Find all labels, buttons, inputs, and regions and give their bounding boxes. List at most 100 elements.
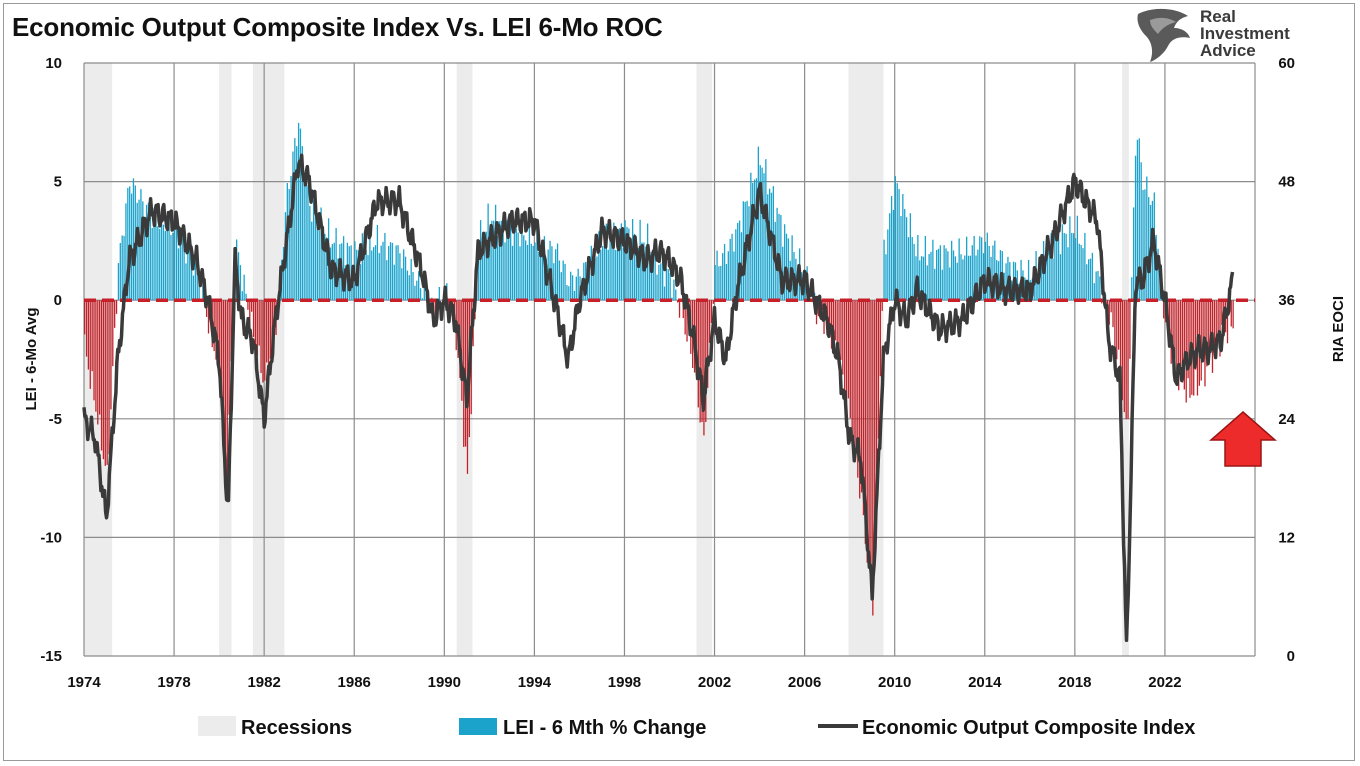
lei-bar: [363, 249, 365, 301]
lei-bar: [905, 217, 908, 301]
lei-bar: [371, 250, 373, 301]
lei-bar: [1110, 300, 1112, 313]
lei-bar: [414, 285, 416, 301]
lei-bar: [525, 240, 527, 301]
lei-bar: [479, 220, 482, 301]
lei-bar: [710, 300, 713, 323]
lei-bar: [881, 300, 883, 311]
eoci-line: [82, 153, 1235, 643]
lei-bar: [907, 237, 910, 301]
lei-bar: [1170, 300, 1172, 364]
lei-bar: [536, 227, 538, 301]
lei-bar: [729, 238, 731, 301]
lei-bar: [641, 242, 643, 301]
lei-bar: [695, 300, 698, 376]
lei-bar: [1059, 254, 1062, 301]
lei-bar: [892, 209, 895, 301]
lei-bar: [384, 233, 386, 301]
lei-bar: [361, 233, 364, 301]
lei-bar: [237, 252, 240, 301]
lei-bar: [571, 275, 574, 301]
lei-bar: [1232, 300, 1234, 329]
lei-bar: [701, 300, 703, 422]
y-right-tick-label: 0: [1287, 648, 1295, 665]
lei-bar: [187, 244, 189, 301]
lei-bar: [616, 229, 619, 301]
lei-bar: [733, 251, 735, 301]
lei-bar: [631, 219, 634, 301]
lei-bar: [1219, 300, 1221, 357]
lei-bar: [994, 240, 996, 301]
lei-bar: [804, 282, 806, 301]
lei-bar: [761, 167, 763, 301]
y-left-tick-label: -5: [49, 411, 62, 428]
lei-bar: [1174, 300, 1176, 360]
lei-bar: [979, 236, 981, 301]
lei-bar: [185, 263, 187, 301]
lei-bar: [661, 258, 664, 301]
lei-bar: [722, 253, 724, 301]
lei-bar: [673, 279, 675, 301]
lei-bar: [1226, 300, 1229, 344]
lei-bar: [1067, 247, 1069, 301]
lei-bar: [601, 246, 604, 301]
lei-bar: [1027, 259, 1030, 301]
lei-bar: [780, 215, 782, 301]
lei-bar: [247, 300, 249, 310]
lei-bar: [708, 300, 711, 343]
lei-bar: [573, 290, 576, 301]
lei-bar: [1125, 300, 1127, 420]
lei-bar: [1181, 300, 1184, 383]
lei-bar: [560, 272, 562, 301]
lei-bar: [378, 253, 380, 301]
lei-bar: [513, 219, 516, 301]
lei-bar: [1089, 258, 1092, 301]
lei-bar: [879, 300, 881, 377]
lei-bar: [1050, 233, 1052, 301]
lei-bar: [637, 248, 639, 301]
lei-bar: [630, 248, 632, 301]
lei-bar: [87, 300, 90, 370]
lei-bar: [920, 256, 923, 301]
lei-bar: [727, 251, 729, 301]
recession-bands: [84, 63, 1129, 656]
lei-bar: [151, 227, 153, 301]
lei-bar: [1078, 243, 1080, 301]
lei-bar: [656, 274, 658, 301]
lei-bar: [290, 176, 292, 301]
lei-bar: [483, 232, 486, 301]
lei-bar: [932, 239, 934, 301]
lei-bar: [558, 260, 561, 301]
lei-bar: [213, 300, 215, 352]
lei-bar: [95, 300, 97, 412]
lei-bar: [1163, 300, 1165, 319]
lei-bar: [919, 260, 921, 301]
lei-bar: [648, 254, 651, 301]
lei-bar: [311, 221, 313, 301]
x-tick-label: 1990: [428, 674, 461, 691]
lei-bar: [913, 243, 915, 301]
lei-bar: [1106, 300, 1109, 307]
lei-bar: [969, 255, 972, 301]
lei-bar: [952, 250, 955, 301]
chart-frame: [3, 3, 1355, 761]
lei-bar: [1202, 300, 1204, 361]
lei-bar: [577, 268, 579, 301]
lei-bar: [645, 246, 647, 301]
lei-bar: [611, 234, 613, 301]
lei-bar: [570, 271, 572, 301]
axes: 10 5 0 -5 -10 -15 60 48 36 24 12 0 1974 1978 1982 1986 1…: [40, 55, 1295, 691]
lei-bar: [102, 300, 105, 460]
lei-bar: [251, 300, 253, 312]
lei-bar: [857, 300, 859, 478]
lei-bar: [1024, 277, 1026, 301]
lei-bar: [145, 204, 148, 301]
lei-bar: [849, 300, 851, 419]
lei-bar: [1215, 300, 1217, 344]
lei-bar: [890, 196, 893, 301]
lei-bar: [1118, 300, 1120, 350]
lei-bar: [160, 208, 163, 301]
lei-bar: [870, 300, 872, 593]
lei-bar: [224, 300, 227, 458]
